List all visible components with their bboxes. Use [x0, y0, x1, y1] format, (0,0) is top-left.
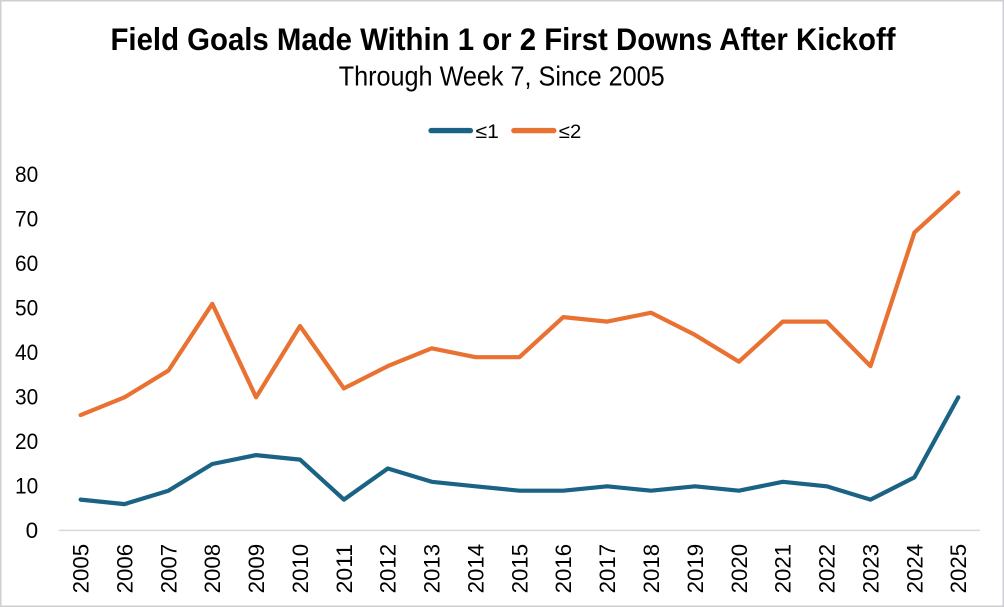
- svg-text:2023: 2023: [858, 544, 883, 594]
- svg-text:2012: 2012: [376, 544, 401, 594]
- svg-text:2024: 2024: [902, 544, 927, 594]
- svg-text:2015: 2015: [507, 544, 532, 594]
- svg-text:2020: 2020: [727, 544, 752, 594]
- svg-text:≤2: ≤2: [559, 121, 581, 143]
- svg-text:50: 50: [15, 296, 38, 321]
- svg-text:2009: 2009: [244, 544, 269, 594]
- svg-text:2011: 2011: [332, 544, 357, 594]
- svg-text:20: 20: [15, 429, 38, 454]
- svg-text:2021: 2021: [771, 544, 796, 594]
- svg-text:2017: 2017: [595, 544, 620, 594]
- svg-text:2018: 2018: [639, 544, 664, 594]
- svg-text:2022: 2022: [815, 544, 840, 594]
- svg-text:80: 80: [15, 162, 38, 187]
- svg-text:2013: 2013: [420, 544, 445, 594]
- svg-text:2007: 2007: [156, 544, 181, 594]
- svg-text:40: 40: [15, 340, 38, 365]
- svg-text:2008: 2008: [200, 544, 225, 594]
- svg-text:2025: 2025: [946, 544, 971, 594]
- svg-text:10: 10: [15, 474, 38, 499]
- svg-text:70: 70: [15, 207, 38, 232]
- svg-text:Through Week 7, Since 2005: Through Week 7, Since 2005: [339, 61, 665, 92]
- svg-text:2006: 2006: [112, 544, 137, 594]
- svg-text:60: 60: [15, 251, 38, 276]
- svg-text:2019: 2019: [683, 544, 708, 594]
- svg-text:Field Goals Made Within 1 or 2: Field Goals Made Within 1 or 2 First Dow…: [111, 21, 896, 57]
- svg-text:≤1: ≤1: [476, 121, 499, 143]
- svg-text:30: 30: [15, 385, 38, 410]
- svg-text:2010: 2010: [288, 544, 313, 594]
- svg-text:2016: 2016: [551, 544, 576, 594]
- svg-text:2014: 2014: [464, 544, 489, 594]
- svg-text:0: 0: [26, 518, 39, 543]
- svg-text:2005: 2005: [69, 544, 94, 594]
